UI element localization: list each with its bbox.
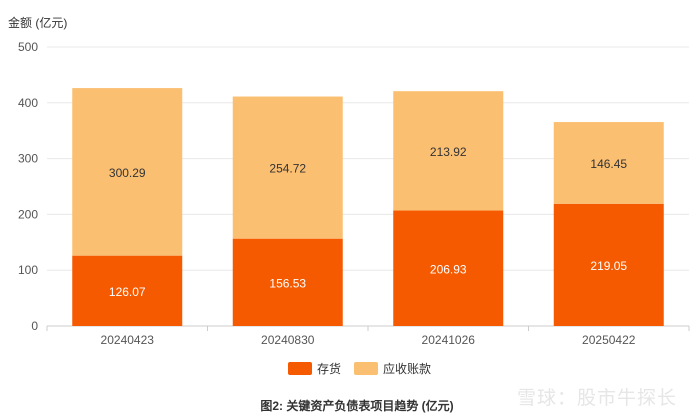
y-tick-labels: 0 100 200 300 400 500 [18,40,38,333]
watermark: 雪球：股市牛探长 [516,387,677,409]
bar-segment [72,255,183,326]
x-tick-label: 20250422 [582,333,636,347]
legend[interactable]: 存货 应收账款 [288,361,431,376]
chart-caption: 图2: 关键资产负债表项目趋势 (亿元) [260,398,453,413]
x-tick-label: 20240423 [101,333,155,347]
data-label: 206.93 [430,262,467,276]
bar-segment [393,210,504,326]
bar-segment [553,203,664,326]
y-tick-label: 400 [18,96,38,110]
bar-segment [232,96,343,239]
bar-segment [393,91,504,211]
y-tick-label: 200 [18,207,38,221]
y-axis-label: 金额 (亿元) [8,15,67,30]
x-tick-label: 20240830 [261,333,315,347]
bar-segment [72,88,183,256]
x-tick-labels: 20240423 20240830 20241026 20250422 [101,333,636,347]
bar-segment [553,122,664,204]
legend-label: 应收账款 [383,361,431,376]
y-tick-label: 300 [18,152,38,166]
bars [72,88,664,326]
legend-label: 存货 [317,361,341,376]
x-tick-label: 20241026 [422,333,476,347]
legend-swatch [354,362,378,375]
bar-segment [232,238,343,326]
data-label: 156.53 [269,276,306,290]
legend-swatch [288,362,312,375]
data-label: 213.92 [430,145,467,159]
y-tick-label: 0 [31,319,38,333]
legend-item[interactable]: 存货 [288,361,341,376]
y-tick-label: 100 [18,263,38,277]
legend-item[interactable]: 应收账款 [354,361,431,376]
data-label: 219.05 [590,259,627,273]
data-label: 300.29 [109,166,146,180]
data-label: 146.45 [590,157,627,171]
data-labels: 126.07 300.29 156.53 254.72 206.93 213.92 219.… [109,145,628,299]
y-tick-label: 500 [18,40,38,54]
data-label: 254.72 [269,162,306,176]
data-label: 126.07 [109,285,146,299]
